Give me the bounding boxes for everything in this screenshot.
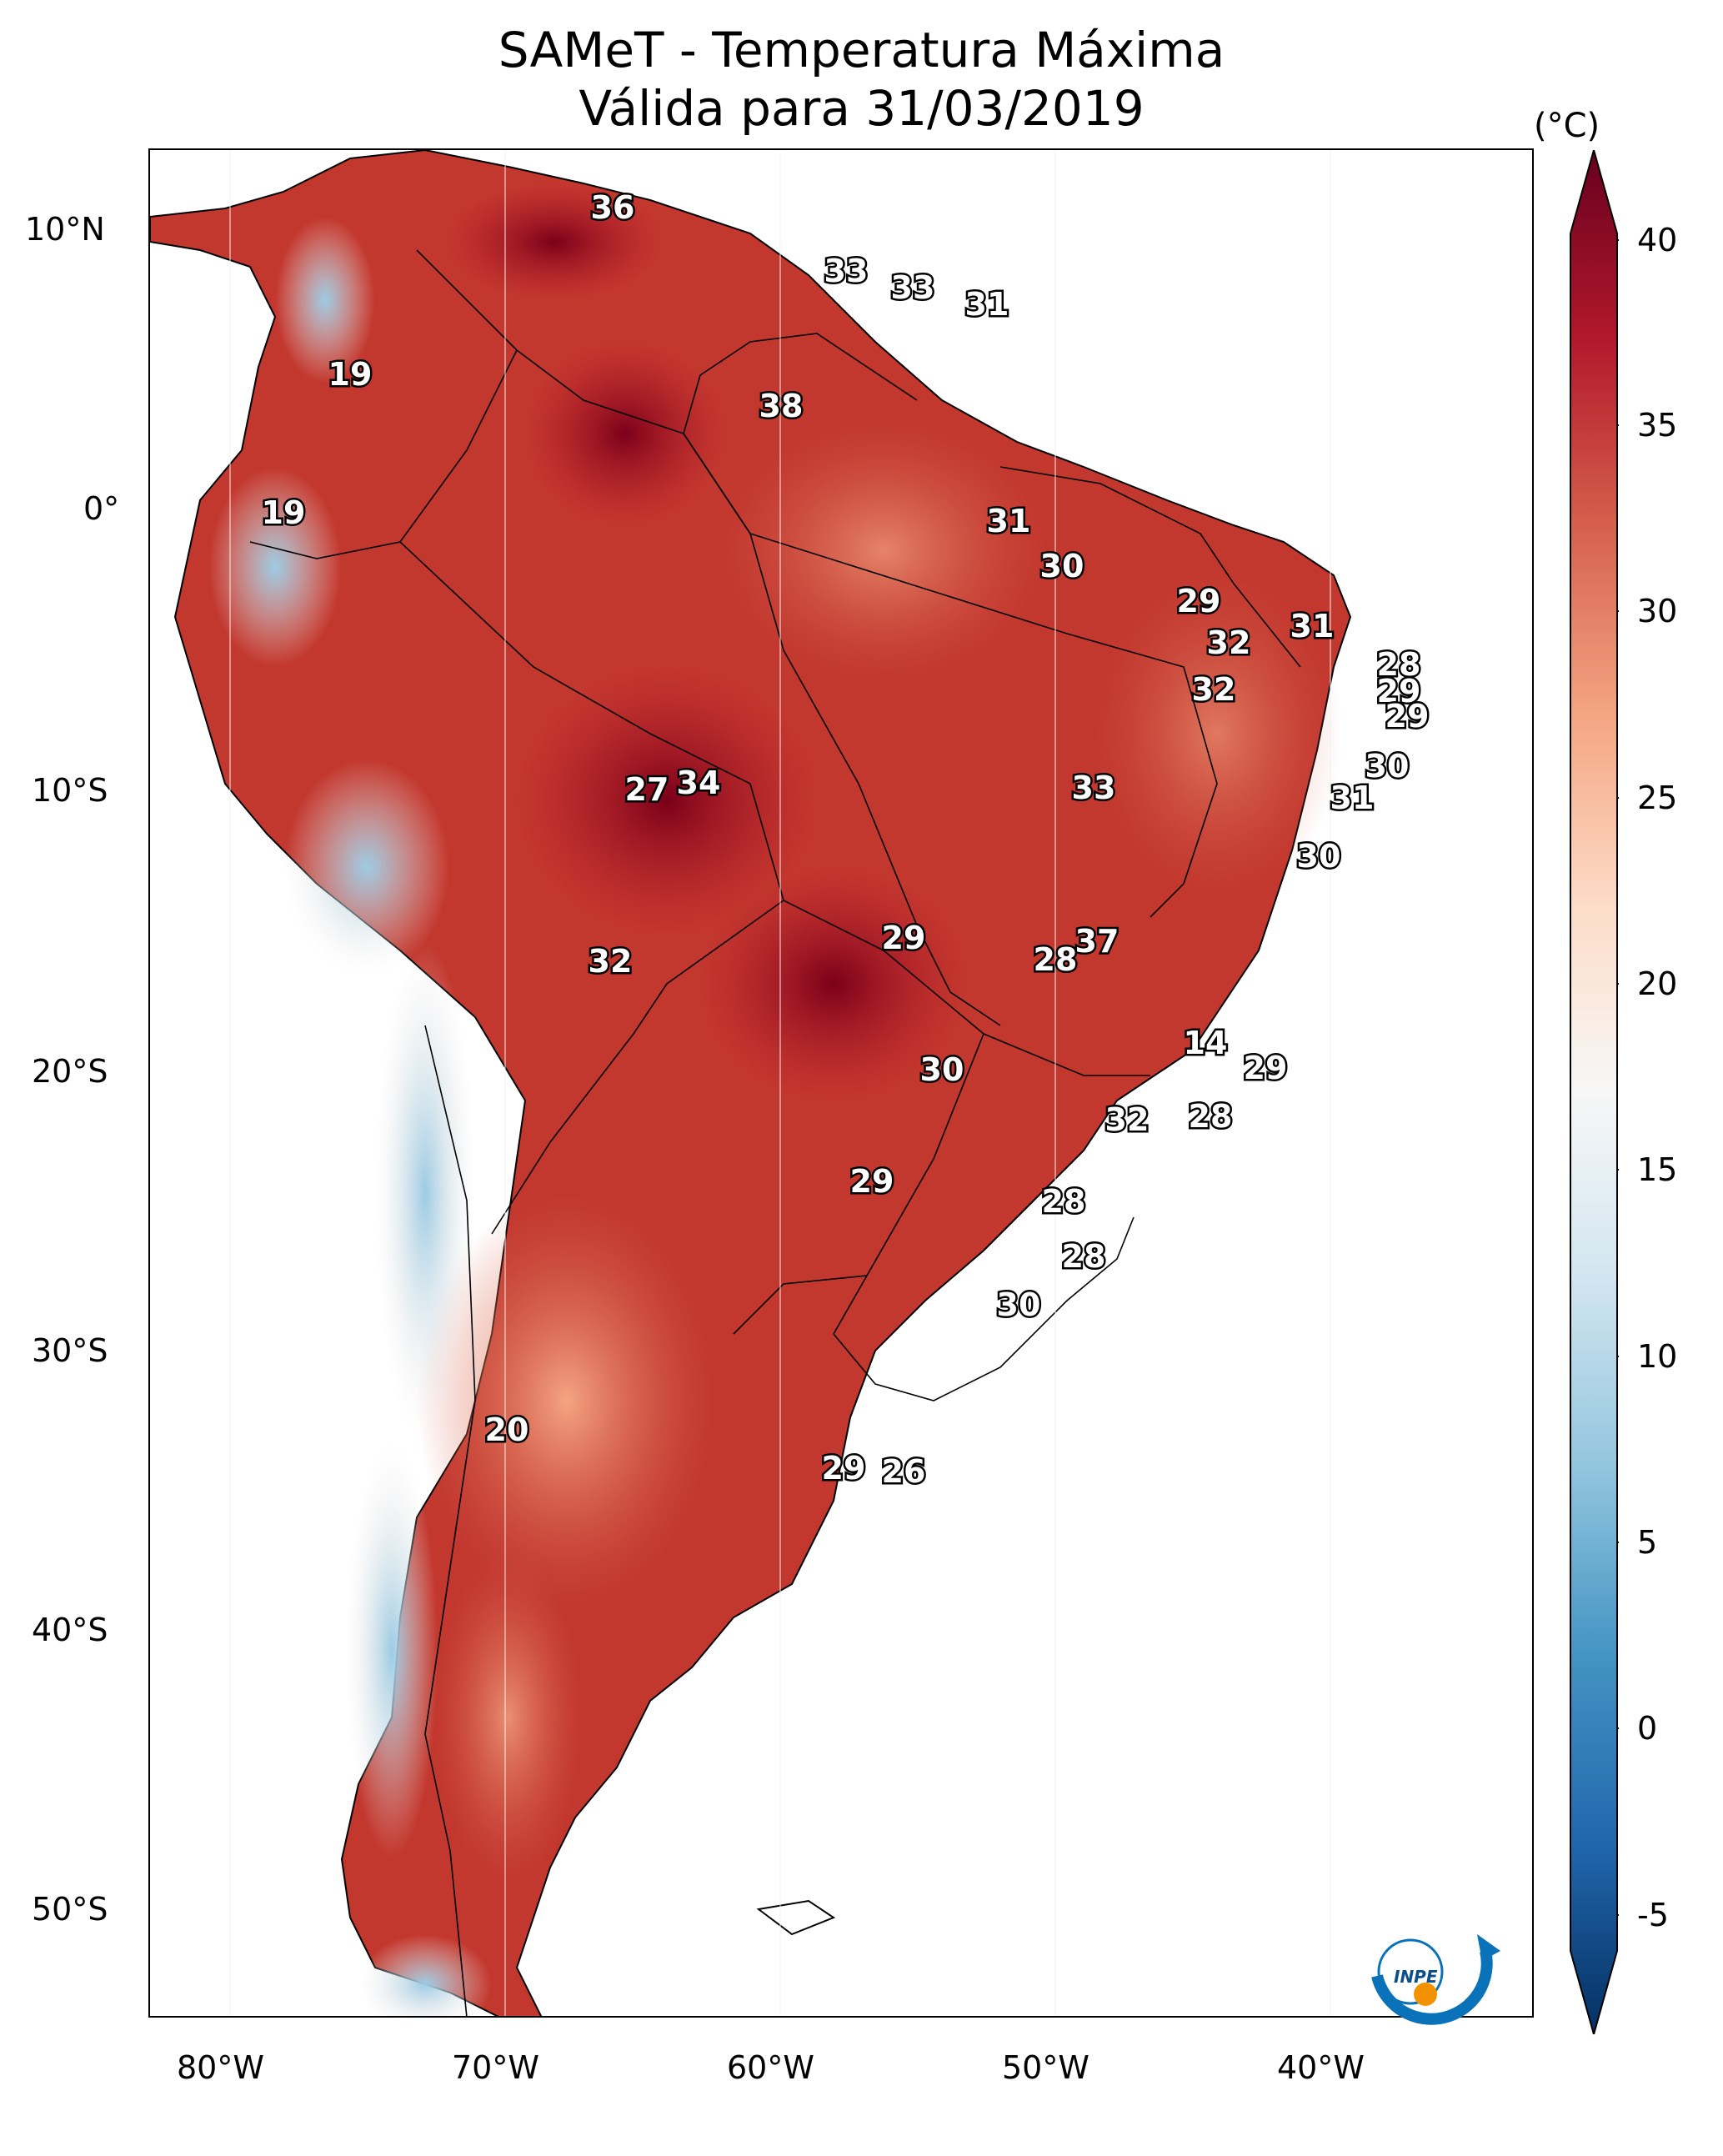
station-value-label: 30 xyxy=(1365,748,1410,785)
station-value-label: 30 xyxy=(1297,838,1341,875)
andes-cool xyxy=(358,1934,492,2016)
station-value-label: 28 xyxy=(1377,646,1421,683)
lon-tick-label: 60°W xyxy=(727,2049,814,2086)
station-value-label: 31 xyxy=(987,503,1031,539)
lon-tick-label: 70°W xyxy=(452,2049,539,2086)
station-value-label: 28 xyxy=(1042,1183,1086,1220)
station-value-label: 30 xyxy=(920,1051,964,1088)
station-value-label: 28 xyxy=(1062,1238,1106,1275)
station-value-label: 31 xyxy=(965,286,1009,323)
station-value-label: 30 xyxy=(1040,548,1084,584)
warm-area xyxy=(717,417,1050,684)
station-value-label: 29 xyxy=(850,1163,894,1200)
andes-cool xyxy=(346,1442,438,1859)
station-value-label: 33 xyxy=(891,269,935,306)
colorbar-tick-label: 15 xyxy=(1637,1151,1678,1188)
warm-area xyxy=(1092,567,1342,900)
station-value-label: 28 xyxy=(1034,941,1078,978)
map-area: 36 33 33 31 19 38 19 31 30 29 32 31 32 28 29 29 30 34 27 33… xyxy=(148,148,1534,2018)
warm-area xyxy=(433,1551,584,1884)
station-value-label: 20 xyxy=(485,1411,529,1448)
colorbar-tick-label: 20 xyxy=(1637,965,1678,1002)
lon-tick-label: 50°W xyxy=(1002,2049,1089,2086)
station-value-label: 30 xyxy=(997,1286,1041,1323)
station-value-label: 29 xyxy=(1377,673,1421,709)
lat-tick-label: 20°S xyxy=(32,1053,108,1090)
station-value-label: 32 xyxy=(1207,624,1251,661)
graticule xyxy=(229,150,1331,2016)
station-value-label: 38 xyxy=(759,388,804,424)
colorbar-units: (°C) xyxy=(1534,107,1600,145)
station-value-label: 19 xyxy=(262,494,306,531)
station-value-label: 32 xyxy=(1105,1101,1150,1138)
map-title: SAMeT - Temperatura Máxima xyxy=(498,22,1225,78)
station-value-label: 27 xyxy=(625,771,669,808)
colorbar xyxy=(1570,150,1619,2034)
colorbar-tick-label: -5 xyxy=(1637,1897,1669,1933)
lon-tick-label: 80°W xyxy=(177,2049,264,2086)
lat-tick-label: 0° xyxy=(83,490,120,527)
station-value-label: 31 xyxy=(1290,608,1335,644)
andes-cool xyxy=(275,217,375,384)
lat-tick-label: 50°S xyxy=(32,1891,108,1928)
lat-tick-label: 10°S xyxy=(32,772,108,809)
station-value-label: 36 xyxy=(591,189,635,226)
continent-shape xyxy=(150,150,1352,2016)
station-value-label: 29 xyxy=(822,1450,866,1487)
logo-text: INPE xyxy=(1394,1967,1438,1987)
inpe-logo: INPE xyxy=(1371,1934,1500,2025)
station-value-label: 29 xyxy=(1385,698,1430,735)
lat-tick-label: 30°S xyxy=(32,1332,108,1369)
colorbar-tick-label: 35 xyxy=(1637,407,1678,444)
station-value-label: 33 xyxy=(1072,770,1116,806)
colorbar-tick-label: 40 xyxy=(1637,222,1678,258)
map-subtitle: Válida para 31/03/2019 xyxy=(579,80,1144,137)
warm-area xyxy=(417,1192,717,1609)
andes-cool xyxy=(208,467,342,667)
station-value-label: 32 xyxy=(1192,671,1236,708)
lat-tick-label: 10°N xyxy=(25,211,105,248)
station-value-label: 29 xyxy=(1177,583,1221,619)
station-value-label: 34 xyxy=(677,765,721,801)
colorbar-tick-label: 5 xyxy=(1637,1524,1658,1561)
station-value-label: 26 xyxy=(882,1453,926,1490)
hot-spot xyxy=(525,342,725,525)
station-value-label: 37 xyxy=(1075,923,1119,960)
andes-cool xyxy=(375,942,475,1442)
country-borders xyxy=(249,249,1301,2016)
station-value-label: 29 xyxy=(882,920,926,956)
lat-tick-label: 40°S xyxy=(32,1612,108,1648)
colorbar-tick-label: 25 xyxy=(1637,780,1678,816)
colorbar-tick-label: 30 xyxy=(1637,593,1678,629)
station-value-label: 31 xyxy=(1330,780,1375,816)
station-value-label: 14 xyxy=(1184,1025,1228,1061)
station-value-label: 19 xyxy=(328,356,373,393)
falkland-islands xyxy=(756,1899,836,1936)
colorbar-tick-label: 10 xyxy=(1637,1338,1678,1375)
hot-spot xyxy=(517,667,817,934)
hot-spot xyxy=(700,867,967,1101)
andes-cool xyxy=(283,759,450,975)
lon-tick-label: 40°W xyxy=(1277,2049,1365,2086)
colorbar-tick-label: 0 xyxy=(1637,1710,1658,1747)
station-value-label: 29 xyxy=(1244,1050,1288,1086)
station-value-label: 28 xyxy=(1189,1098,1233,1135)
station-value-label: 32 xyxy=(589,943,633,980)
hot-spot xyxy=(446,183,663,300)
station-value-label: 33 xyxy=(824,253,869,289)
